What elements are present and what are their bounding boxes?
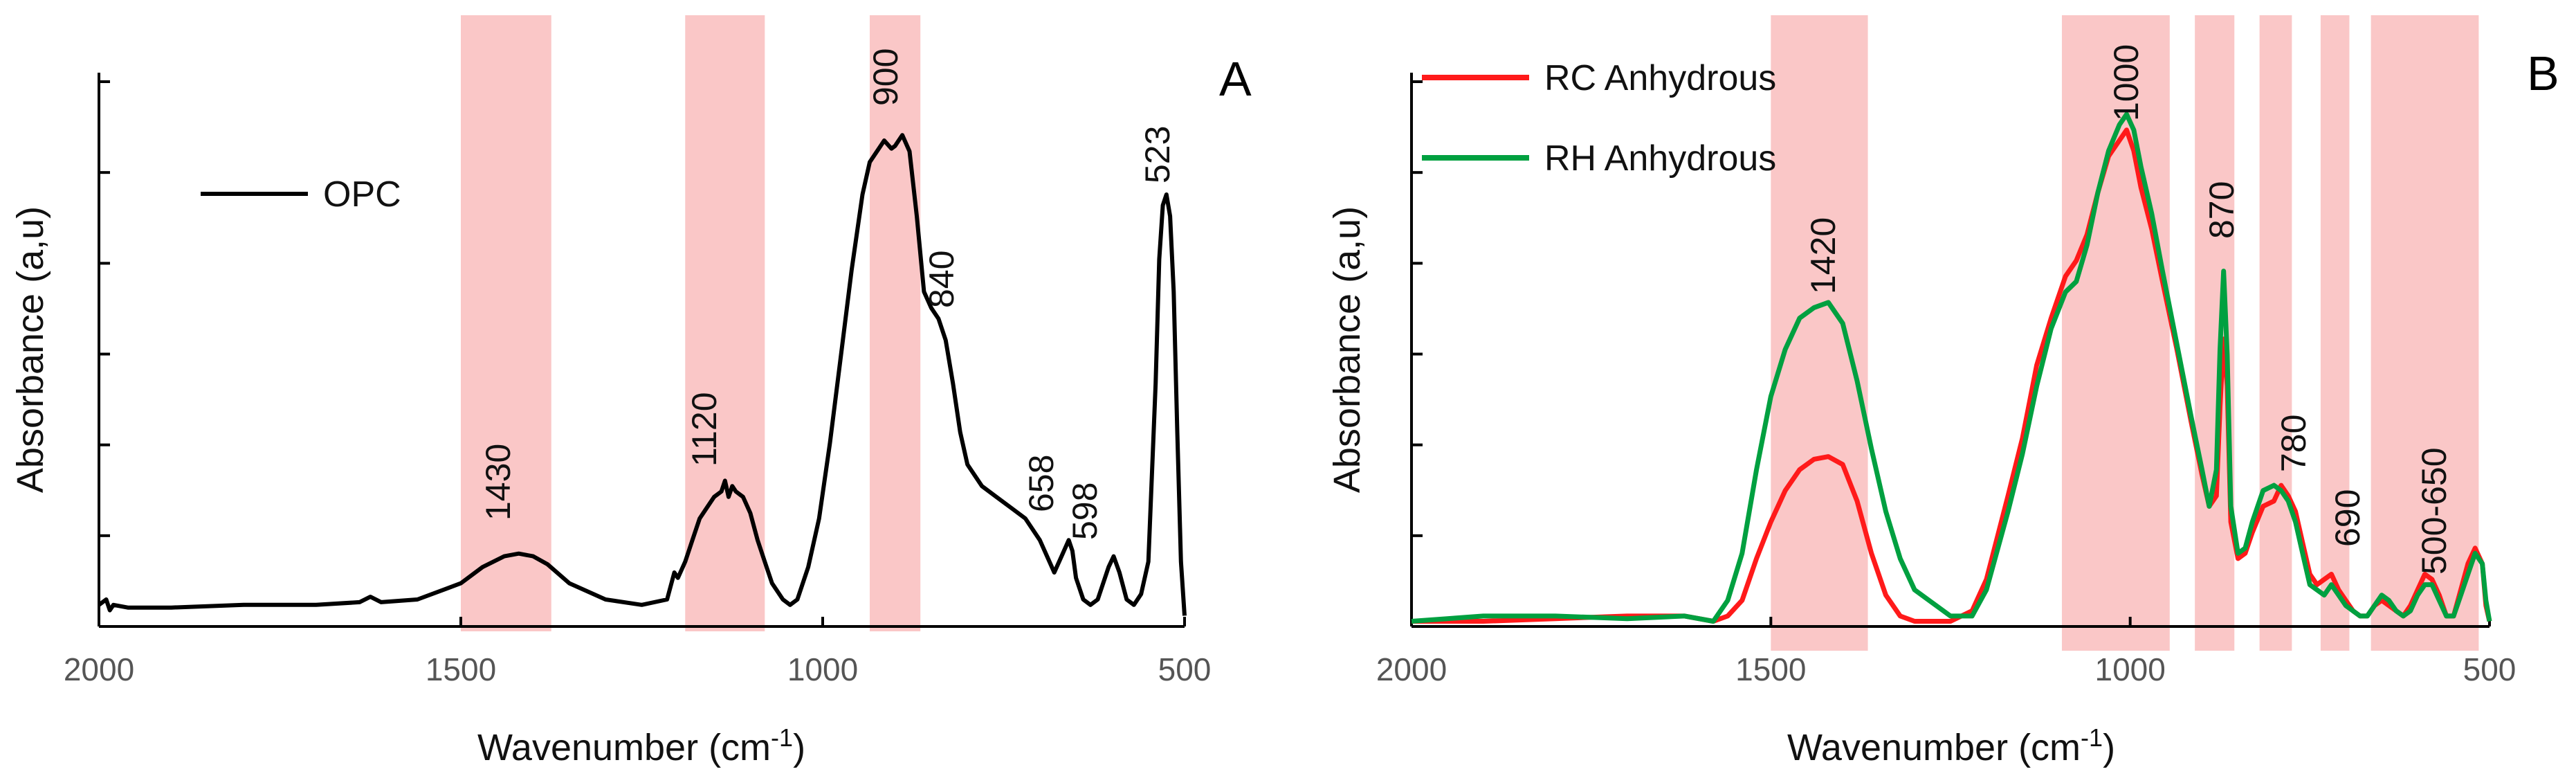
- panel-b-x-tick-label-1500: 1500: [1735, 651, 1806, 687]
- panel-b-peak-label-690: 690: [2328, 489, 2367, 547]
- panel-b-x-tick-label-500: 500: [2463, 651, 2516, 687]
- panel-b-legend-label-rc-anhydrous: RC Anhydrous: [1544, 58, 1776, 98]
- panel-b-y-axis-title: Absorbance (a,u): [1326, 206, 1368, 493]
- panel-a-series-opc-line: [98, 133, 1187, 616]
- panel-a-y-axis-title: Absorbance (a,u): [10, 206, 51, 493]
- panel-a-band-935-865: [869, 15, 921, 631]
- panel-b-x-axis-title-main: Wavenumber (cm: [1787, 727, 2081, 768]
- panel-b-label: B: [2527, 46, 2559, 100]
- panel-b-peak-label-500-650: 500-650: [2415, 448, 2454, 575]
- panel-a-x-axis-title-main: Wavenumber (cm: [477, 727, 771, 768]
- panel-b-x-tick-label-2000: 2000: [1376, 651, 1447, 687]
- panel-a-peak-label-840: 840: [922, 251, 961, 308]
- panel-a-peak-label-598: 598: [1066, 482, 1104, 540]
- panel-b-peak-label-1420: 1420: [1804, 217, 1843, 294]
- panel-b: 2000 1500 1000 500 RC Anhydrous RH Anhydrou…: [1326, 15, 2559, 768]
- panel-b-x-ticks: 2000 1500 1000 500: [1376, 617, 2516, 687]
- panel-b-band-665-515: [2371, 15, 2479, 651]
- panel-a-x-ticks: 2000 1500 1000 500: [64, 617, 1212, 687]
- panel-b-peak-label-780: 780: [2274, 415, 2313, 472]
- panel-a-peak-label-1120: 1120: [685, 392, 724, 467]
- panel-a-x-tick-label-1000: 1000: [787, 651, 858, 687]
- panel-a-peak-label-1430: 1430: [479, 444, 518, 521]
- panel-a-x-axis-title: Wavenumber (cm-1): [477, 723, 805, 768]
- panel-a-peak-label-523: 523: [1138, 126, 1177, 183]
- panel-a-legend-label-opc: OPC: [323, 174, 401, 215]
- panel-a-x-tick-label-1500: 1500: [426, 651, 496, 687]
- panel-a: 2000 1500 1000 500 OPC 1430 1120 900 840 65…: [10, 15, 1252, 768]
- panel-b-peak-label-870: 870: [2202, 181, 2241, 239]
- panel-a-label: A: [1219, 52, 1252, 106]
- panel-a-x-axis-title-end: ): [793, 727, 805, 768]
- panel-b-legend-label-rh-anhydrous: RH Anhydrous: [1544, 138, 1776, 179]
- panel-b-band-1500-1365: [1771, 15, 1868, 651]
- panel-b-series-rh-anhydrous-line: [1411, 111, 2492, 624]
- panel-b-peak-label-1000: 1000: [2107, 44, 2146, 121]
- panel-b-band-1095-945: [2061, 15, 2170, 651]
- panel-a-band-1190-1080: [685, 15, 765, 631]
- panel-b-x-axis-title-end: ): [2103, 727, 2115, 768]
- panel-a-x-axis-title-superscript: -1: [771, 723, 793, 752]
- panel-b-band-735-695: [2320, 15, 2350, 651]
- panel-a-highlight-bands: [461, 15, 921, 631]
- panel-b-band-820-775: [2259, 15, 2292, 651]
- panel-b-x-tick-label-1000: 1000: [2094, 651, 2165, 687]
- panel-a-peak-label-900: 900: [866, 48, 905, 106]
- panel-a-x-tick-label-500: 500: [1158, 651, 1212, 687]
- panel-b-highlight-bands: [1771, 15, 2479, 651]
- panel-b-x-axis-title: Wavenumber (cm-1): [1787, 723, 2115, 768]
- panel-b-x-axis-title-superscript: -1: [2081, 723, 2103, 752]
- panel-a-peak-label-658: 658: [1022, 455, 1061, 512]
- panel-a-x-tick-label-2000: 2000: [64, 651, 134, 687]
- panel-a-band-1500-1375: [461, 15, 551, 631]
